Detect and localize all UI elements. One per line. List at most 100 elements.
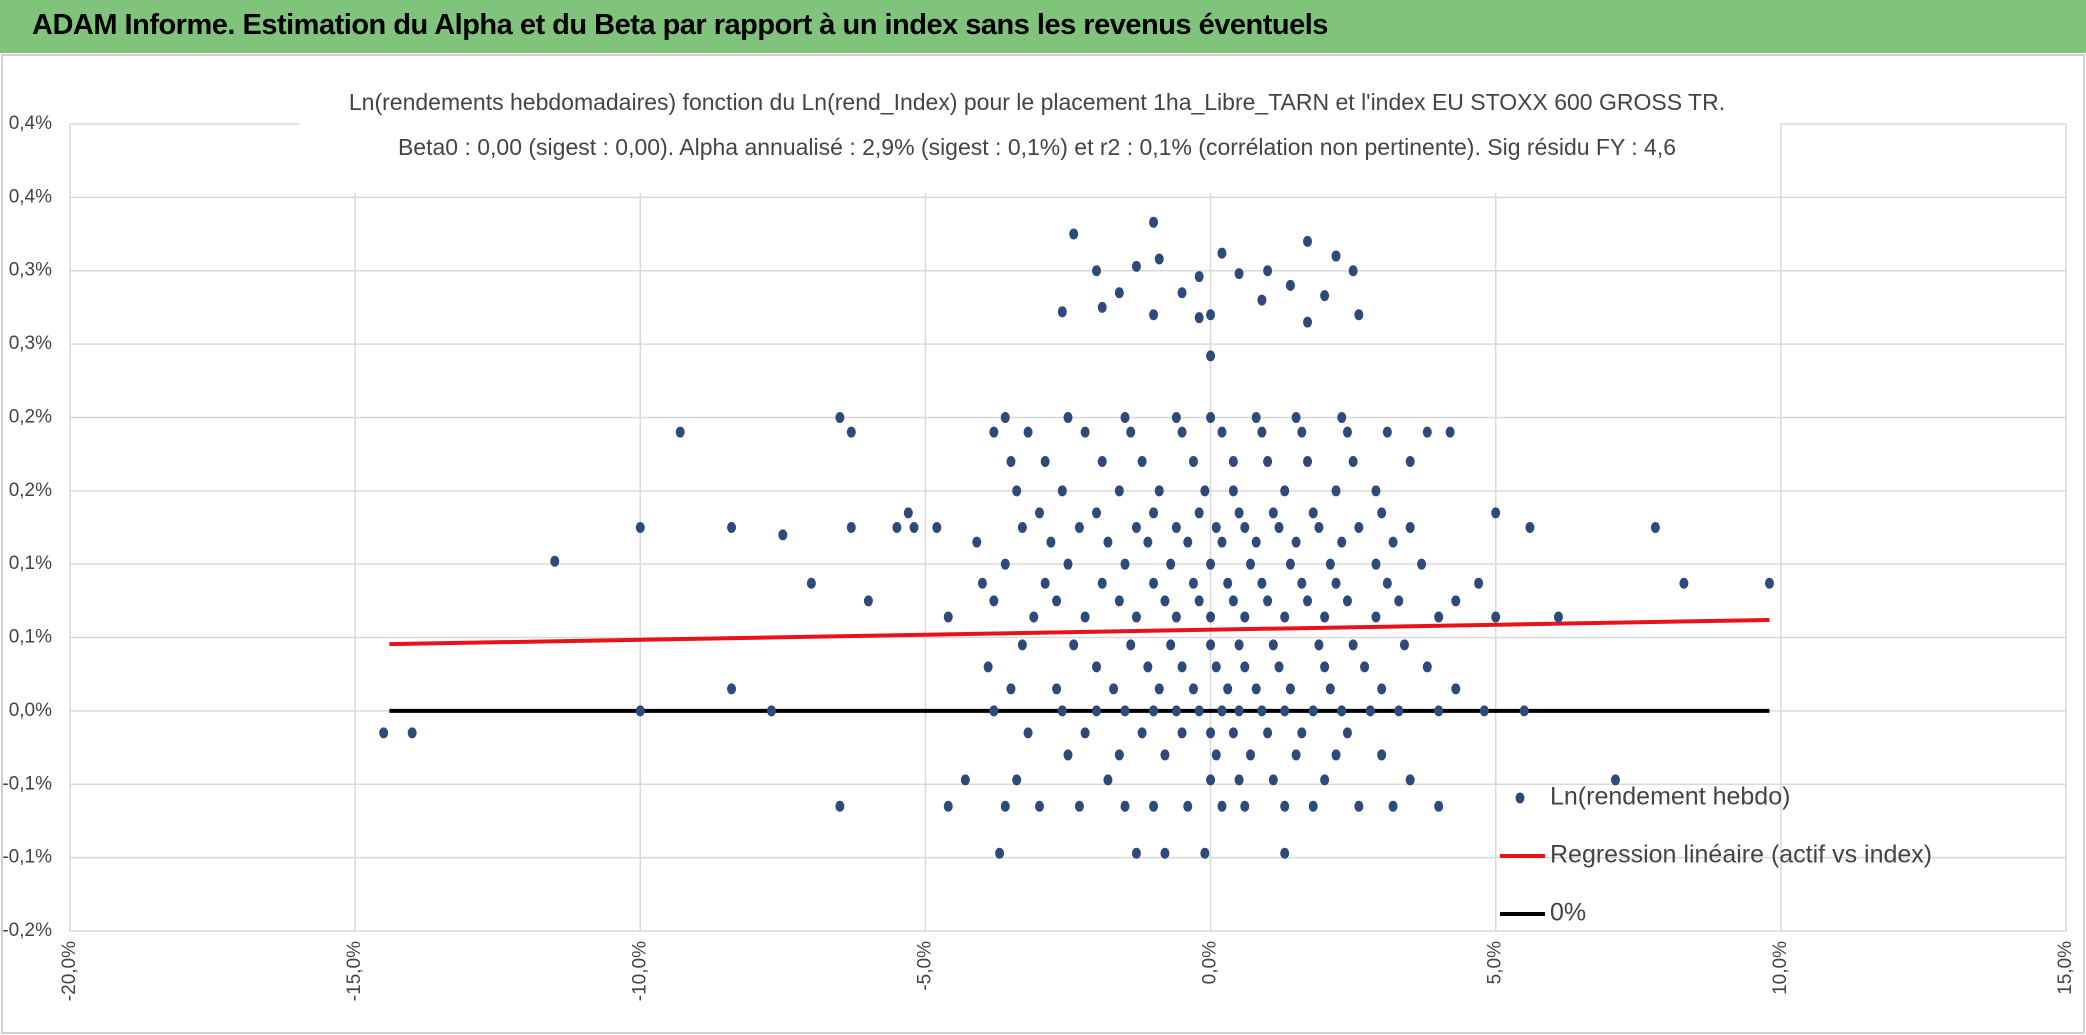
data-point [766,705,776,717]
data-point [1234,639,1244,651]
legend-label: Regression linéaire (actif vs index) [1550,841,1932,869]
legend-marker [1515,792,1525,804]
data-point [1268,639,1278,651]
data-point [1211,522,1221,533]
data-point [1337,536,1347,548]
data-point [1274,522,1284,533]
y-tick-label: -0,1% [2,847,52,868]
data-point [1080,426,1090,438]
data-point [1171,411,1181,423]
data-point [1451,683,1461,695]
data-point [863,595,873,607]
y-tick-label: -0,1% [2,773,52,794]
data-point [1764,577,1774,589]
data-point [1308,507,1318,519]
data-point [1331,749,1341,761]
data-point [1131,847,1141,859]
data-point [1023,426,1033,438]
data-point [1029,611,1039,623]
data-point [1325,683,1335,695]
y-tick-label: -0,2% [2,920,52,941]
data-point [1017,639,1027,651]
data-point [983,661,993,673]
data-point [1422,426,1432,438]
data-point [1194,595,1204,607]
data-point [1120,411,1130,423]
data-point [1394,595,1404,607]
data-point [1052,595,1062,607]
data-point [1211,661,1221,673]
data-point [1320,774,1330,786]
data-point [1211,749,1221,761]
data-point [1069,639,1079,651]
data-point [1348,639,1358,651]
data-point [1388,536,1398,548]
data-point [1348,265,1358,277]
data-point [1080,727,1090,739]
data-point [1126,426,1136,438]
data-point [1280,847,1290,859]
data-point [1188,455,1198,467]
data-point [1194,271,1204,283]
data-point [989,705,999,717]
data-point [1149,705,1159,717]
data-point [1285,279,1295,291]
data-point [1331,250,1341,262]
data-point [1240,522,1250,533]
data-point [1000,558,1010,570]
data-point [1131,611,1141,623]
chart-subtitle: Beta0 : 0,00 (sigest : 0,00). Alpha annu… [398,134,1676,160]
data-point [1057,306,1067,318]
data-point [903,507,913,519]
data-point [1063,411,1073,423]
x-tick-label: 10,0% [1770,941,1791,995]
data-point [1297,577,1307,589]
data-point [1268,507,1278,519]
data-point [1320,661,1330,673]
data-point [1405,774,1415,786]
data-point [1092,661,1102,673]
data-point [1354,522,1364,533]
data-point [1320,611,1330,623]
data-point [1257,705,1267,717]
data-point [1354,309,1364,321]
data-point [1080,611,1090,623]
data-point [1160,847,1170,859]
data-point [1240,800,1250,812]
data-point [1154,485,1164,497]
data-point [1057,485,1067,497]
data-point [1171,705,1181,717]
data-point [1092,507,1102,519]
data-point [1422,661,1432,673]
data-point [1194,507,1204,519]
data-point [1126,639,1136,651]
data-point [1320,290,1330,302]
data-point [943,611,953,623]
data-point [1337,411,1347,423]
data-point [1377,683,1387,695]
data-point [1234,774,1244,786]
data-point [1308,800,1318,812]
data-point [1206,727,1216,739]
x-tick-label: 0,0% [1200,941,1221,984]
data-point [1206,774,1216,786]
data-point [1263,455,1273,467]
data-point [1183,800,1193,812]
data-point [1137,455,1147,467]
data-point [1263,595,1273,607]
data-point [1342,727,1352,739]
chart-title: Ln(rendements hebdomadaires) fonction du… [349,89,1725,115]
data-point [1263,727,1273,739]
data-point [1405,455,1415,467]
data-point [1434,611,1444,623]
data-point [1154,253,1164,265]
data-point [989,595,999,607]
data-point [1263,265,1273,277]
data-point [1610,774,1620,786]
data-point [846,426,856,438]
data-point [727,522,737,533]
data-point [1342,595,1352,607]
data-point [1149,577,1159,589]
data-point [1491,611,1501,623]
data-point [1149,309,1159,321]
